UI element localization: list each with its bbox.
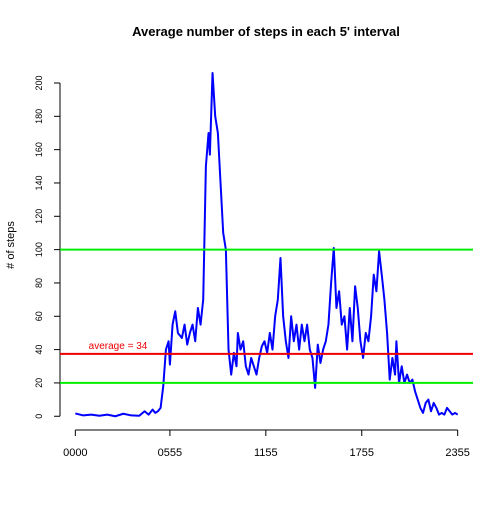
y-tick-label: 160 <box>34 142 44 157</box>
x-tick-label: 1155 <box>254 447 278 459</box>
chart-title: Average number of steps in each 5' inter… <box>132 24 400 39</box>
y-axis-label: # of steps <box>5 221 17 269</box>
y-tick-label: 60 <box>34 311 44 321</box>
y-tick-label: 120 <box>34 209 44 224</box>
y-tick-label: 80 <box>34 278 44 288</box>
y-tick-label: 40 <box>34 345 44 355</box>
x-tick-label: 1755 <box>350 447 374 459</box>
y-tick-label: 20 <box>34 378 44 388</box>
x-tick-label: 0555 <box>158 447 182 459</box>
y-tick-label: 140 <box>34 175 44 190</box>
x-tick-label: 0000 <box>63 447 87 459</box>
y-tick-label: 0 <box>34 414 44 419</box>
annotation: average = 34 <box>89 341 148 352</box>
y-tick-label: 200 <box>34 75 44 90</box>
y-tick-label: 180 <box>34 109 44 124</box>
data-line <box>75 72 459 418</box>
x-tick-label: 2355 <box>445 447 469 459</box>
y-tick-label: 100 <box>34 242 44 257</box>
